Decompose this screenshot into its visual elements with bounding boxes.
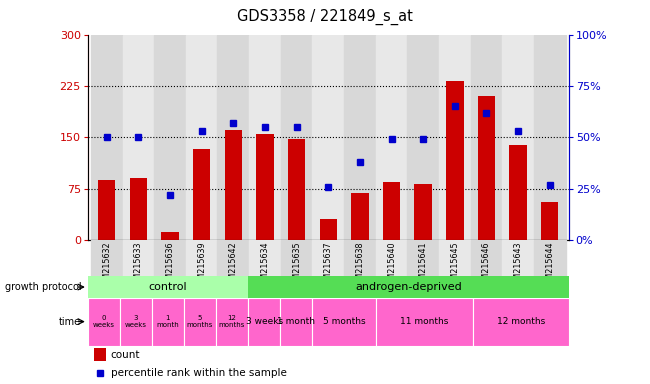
Bar — [98, 180, 116, 240]
Bar — [439, 35, 471, 240]
Bar — [288, 139, 305, 240]
Bar — [88, 298, 120, 346]
Text: GSM215635: GSM215635 — [292, 242, 301, 290]
Text: GSM215645: GSM215645 — [450, 242, 460, 290]
Bar — [249, 240, 281, 276]
Bar — [471, 240, 502, 276]
Bar — [249, 35, 281, 240]
Bar — [152, 298, 184, 346]
Bar — [320, 220, 337, 240]
Text: androgen-deprived: androgen-deprived — [355, 282, 462, 292]
Text: count: count — [111, 349, 140, 359]
Text: 12 months: 12 months — [497, 317, 545, 326]
Bar — [376, 298, 473, 346]
Text: 0
weeks: 0 weeks — [93, 315, 115, 328]
Bar — [184, 298, 216, 346]
Bar — [186, 35, 218, 240]
Text: 3 weeks: 3 weeks — [246, 317, 283, 326]
Bar — [383, 182, 400, 240]
Text: GSM215633: GSM215633 — [134, 242, 143, 290]
Text: 3
weeks: 3 weeks — [125, 315, 147, 328]
Bar — [541, 202, 558, 240]
Bar — [313, 240, 344, 276]
Text: control: control — [149, 282, 187, 292]
Bar — [161, 232, 179, 240]
Text: GSM215644: GSM215644 — [545, 242, 554, 290]
Bar — [502, 35, 534, 240]
Bar — [123, 35, 154, 240]
Bar — [281, 240, 313, 276]
Bar — [256, 134, 274, 240]
Bar — [344, 35, 376, 240]
Bar — [408, 35, 439, 240]
Text: GSM215636: GSM215636 — [166, 242, 175, 290]
Bar — [446, 81, 463, 240]
Text: 1
month: 1 month — [157, 315, 179, 328]
Bar — [123, 240, 154, 276]
Bar — [248, 276, 569, 298]
Text: GSM215637: GSM215637 — [324, 242, 333, 290]
Bar — [502, 240, 534, 276]
Bar — [91, 35, 123, 240]
Text: GSM215643: GSM215643 — [514, 242, 523, 290]
Bar — [186, 240, 218, 276]
Bar — [154, 35, 186, 240]
Bar — [510, 146, 526, 240]
Bar — [473, 298, 569, 346]
Bar — [218, 240, 249, 276]
Bar — [130, 179, 147, 240]
Bar — [225, 131, 242, 240]
Bar — [534, 35, 566, 240]
Bar — [408, 240, 439, 276]
Bar — [534, 240, 566, 276]
Text: 12
months: 12 months — [219, 315, 245, 328]
Bar — [218, 35, 249, 240]
Bar — [376, 35, 408, 240]
Bar — [471, 35, 502, 240]
Bar — [154, 240, 186, 276]
Bar — [91, 240, 123, 276]
Bar — [248, 298, 280, 346]
Bar — [94, 348, 106, 361]
Text: GSM215646: GSM215646 — [482, 242, 491, 290]
Text: GSM215634: GSM215634 — [261, 242, 270, 290]
Bar — [216, 298, 248, 346]
Bar — [376, 240, 408, 276]
Text: GDS3358 / 221849_s_at: GDS3358 / 221849_s_at — [237, 9, 413, 25]
Bar — [313, 35, 344, 240]
Text: 5
months: 5 months — [187, 315, 213, 328]
Bar — [439, 240, 471, 276]
Text: 11 months: 11 months — [400, 317, 448, 326]
Bar — [312, 298, 376, 346]
Text: time: time — [59, 316, 81, 327]
Bar — [281, 35, 313, 240]
Text: GSM215641: GSM215641 — [419, 242, 428, 290]
Text: growth protocol: growth protocol — [5, 282, 81, 292]
Bar — [88, 276, 248, 298]
Bar — [415, 184, 432, 240]
Text: 5 months: 5 months — [323, 317, 365, 326]
Bar — [120, 298, 152, 346]
Bar — [478, 96, 495, 240]
Bar — [280, 298, 312, 346]
Bar — [351, 194, 369, 240]
Text: GSM215642: GSM215642 — [229, 242, 238, 290]
Text: percentile rank within the sample: percentile rank within the sample — [111, 367, 287, 377]
Text: GSM215640: GSM215640 — [387, 242, 396, 290]
Bar — [193, 149, 211, 240]
Text: GSM215638: GSM215638 — [356, 242, 365, 290]
Text: 1 month: 1 month — [277, 317, 315, 326]
Text: GSM215632: GSM215632 — [102, 242, 111, 290]
Text: GSM215639: GSM215639 — [197, 242, 206, 290]
Bar — [344, 240, 376, 276]
